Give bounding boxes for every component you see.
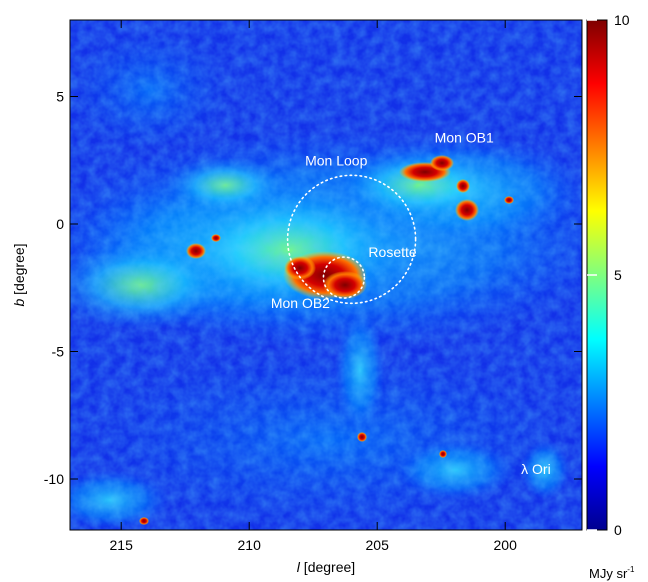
x-axis-unit: [degree] (300, 559, 355, 575)
y-axis-variable: b (11, 299, 27, 307)
colorbar-tick-label: 0 (614, 522, 622, 538)
heatmap-image (70, 20, 582, 530)
y-tick-label: -10 (44, 471, 64, 487)
region-label: Mon OB2 (271, 295, 330, 311)
annotation-circles (286, 174, 417, 305)
colorbar-tick-label: 5 (614, 267, 622, 283)
region-circle (322, 256, 366, 299)
y-axis-unit: [degree] (11, 243, 27, 298)
x-tick-label: 215 (110, 537, 134, 553)
x-tick-label: 205 (366, 537, 390, 553)
region-label: Rosette (368, 244, 416, 260)
x-axis-title: l [degree] (297, 559, 355, 575)
bright-clouds (139, 155, 514, 525)
colorbar-axis: 10 5 0 (587, 12, 630, 538)
x-tick-label: 200 (494, 537, 518, 553)
plot-frame (69, 19, 583, 531)
x-axis: 215 210 205 200 (110, 20, 518, 553)
y-tick-label: -5 (52, 344, 65, 360)
colorbar-unit-base: MJy sr (589, 566, 628, 581)
region-circle (286, 174, 417, 305)
region-label: Mon Loop (305, 152, 367, 168)
colorbar-unit-label: MJy sr-1 (589, 565, 635, 581)
y-tick-label: 0 (56, 216, 64, 232)
annotation-labels: Mon OB1 Mon Loop Rosette Mon OB2 λ Ori (271, 129, 551, 477)
colorbar-unit-exponent: -1 (627, 565, 635, 574)
y-tick-label: 5 (56, 89, 64, 105)
y-axis: 5 0 -5 -10 (44, 89, 582, 487)
colorbar-tick-label: 10 (614, 12, 630, 28)
y-axis-title: b [degree] (11, 243, 27, 306)
x-axis-variable: l (297, 559, 301, 575)
x-tick-label: 210 (238, 537, 262, 553)
region-label: Mon OB1 (435, 129, 494, 145)
region-label: λ Ori (521, 461, 551, 477)
